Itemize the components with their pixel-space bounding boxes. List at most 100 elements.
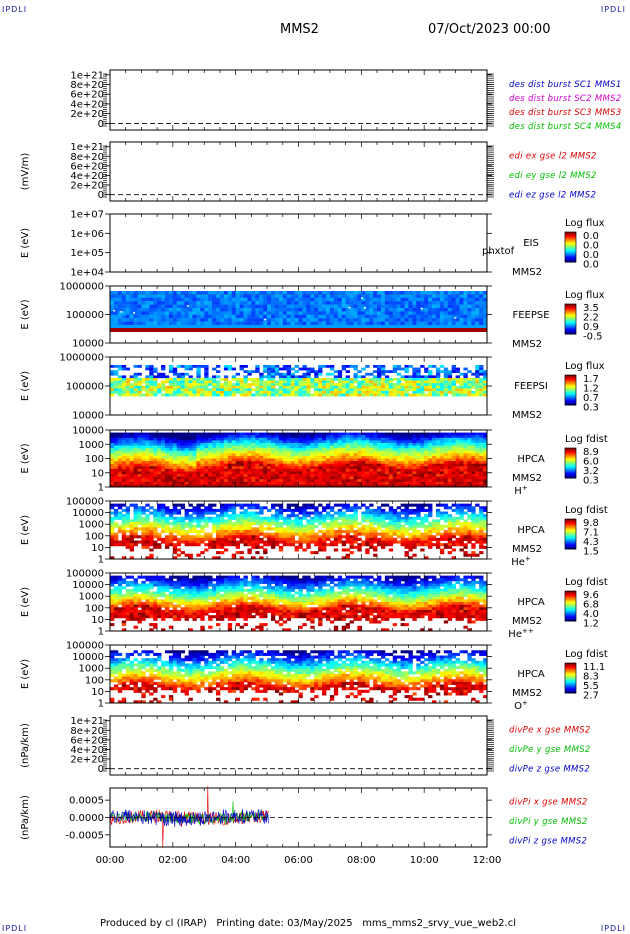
heatmap-cell bbox=[298, 314, 303, 319]
heatmap-cell bbox=[357, 314, 362, 319]
heatmap-cell bbox=[247, 471, 252, 475]
heatmap-cell bbox=[471, 391, 476, 394]
heatmap-cell bbox=[145, 519, 150, 523]
heatmap-cell bbox=[137, 328, 142, 332]
heatmap-cell bbox=[286, 304, 292, 309]
heatmap-cell bbox=[204, 435, 209, 439]
heatmap-cell bbox=[369, 391, 374, 394]
heatmap-cell bbox=[341, 391, 347, 394]
heatmap-cell bbox=[404, 461, 409, 465]
y-tick-label: 6e+20 bbox=[70, 161, 104, 172]
heatmap-cell bbox=[416, 383, 421, 386]
heatmap-cell bbox=[412, 442, 417, 446]
heatmap-cell bbox=[200, 311, 205, 315]
heatmap-cell bbox=[416, 468, 421, 472]
heatmap-cell bbox=[259, 372, 264, 376]
colorbar-frame bbox=[564, 374, 577, 406]
heatmap-cell bbox=[141, 291, 146, 295]
heatmap-cell bbox=[294, 450, 299, 454]
heatmap-cell bbox=[479, 458, 484, 462]
heatmap-cell bbox=[380, 453, 386, 457]
heatmap-cell bbox=[396, 308, 402, 312]
heatmap-cell bbox=[475, 474, 480, 478]
heatmap-cell bbox=[149, 311, 154, 315]
heatmap-cell bbox=[432, 365, 437, 368]
heatmap-cell bbox=[428, 432, 433, 436]
heatmap-cell bbox=[306, 308, 311, 312]
heatmap-cell bbox=[216, 385, 221, 389]
heatmap-cell bbox=[432, 435, 437, 439]
heatmap-cell bbox=[341, 318, 347, 322]
heatmap-cell bbox=[267, 445, 272, 449]
heatmap-cell bbox=[322, 291, 327, 295]
heatmap-cell bbox=[435, 466, 441, 470]
heatmap-cell bbox=[443, 291, 449, 295]
heatmap-cell bbox=[129, 468, 134, 472]
heatmap-cell bbox=[216, 297, 221, 302]
heatmap-cell bbox=[208, 474, 213, 478]
heatmap-cell bbox=[110, 365, 115, 368]
heatmap-cell bbox=[113, 432, 119, 436]
heatmap-cell bbox=[424, 466, 429, 470]
heatmap-cell bbox=[459, 476, 464, 480]
corner-label-bottom-left: IPDLI bbox=[2, 924, 28, 933]
heatmap-cell bbox=[137, 461, 142, 465]
heatmap-cell bbox=[302, 291, 307, 295]
heatmap-cell bbox=[483, 432, 488, 436]
heatmap-cell bbox=[172, 537, 178, 541]
heatmap-cell bbox=[377, 383, 382, 386]
heatmap-cell bbox=[310, 450, 315, 454]
heatmap-cell bbox=[333, 291, 339, 295]
heatmap-cell bbox=[416, 301, 421, 305]
heatmap-cell bbox=[388, 476, 394, 480]
heatmap-cell bbox=[306, 481, 311, 485]
heatmap-cell bbox=[424, 388, 429, 392]
heatmap-cell bbox=[333, 325, 339, 328]
heatmap-cell bbox=[349, 308, 354, 312]
heatmap-cell bbox=[235, 328, 240, 332]
heatmap-cell bbox=[267, 432, 272, 436]
heatmap-cell bbox=[180, 448, 186, 452]
heatmap-cell bbox=[341, 328, 347, 332]
heatmap-cell bbox=[267, 437, 272, 441]
heatmap-cell bbox=[141, 380, 146, 384]
heatmap-cell bbox=[377, 372, 382, 376]
heatmap-cell bbox=[432, 432, 437, 436]
heatmap-cell bbox=[208, 458, 213, 462]
heatmap-cell bbox=[188, 435, 193, 439]
heatmap-cell bbox=[479, 372, 484, 376]
heatmap-cell bbox=[149, 453, 154, 457]
heatmap-cell bbox=[467, 380, 472, 384]
heatmap-cell bbox=[467, 440, 472, 444]
heatmap-cell bbox=[373, 385, 378, 389]
heatmap-cell bbox=[219, 294, 225, 298]
heatmap-cell bbox=[164, 527, 170, 531]
heatmap-cell bbox=[243, 375, 248, 379]
heatmap-cell bbox=[227, 432, 233, 436]
heatmap-cell bbox=[353, 455, 358, 459]
heatmap-cell bbox=[204, 476, 209, 480]
heatmap-cell bbox=[294, 321, 299, 326]
heatmap-cell bbox=[349, 378, 354, 381]
heatmap-cell bbox=[113, 311, 119, 315]
heatmap-cell bbox=[325, 463, 331, 467]
heatmap-cell bbox=[365, 453, 370, 457]
heatmap-cell bbox=[259, 450, 264, 454]
colorbar-swatch bbox=[565, 389, 576, 391]
heatmap-cell bbox=[424, 479, 429, 483]
heatmap-cell bbox=[435, 308, 441, 312]
heatmap-cell bbox=[388, 471, 394, 475]
heatmap-cell bbox=[443, 380, 449, 384]
heatmap-cell bbox=[121, 383, 127, 386]
heatmap-cell bbox=[149, 328, 154, 332]
heatmap-cell bbox=[455, 484, 460, 488]
heatmap-cell bbox=[341, 453, 347, 457]
heatmap-cell bbox=[161, 328, 166, 332]
heatmap-cell bbox=[361, 440, 366, 444]
heatmap-cell bbox=[157, 291, 162, 295]
heatmap-cell bbox=[384, 468, 390, 472]
heatmap-cell bbox=[141, 378, 146, 381]
heatmap-cell bbox=[298, 367, 303, 371]
heatmap-cell bbox=[439, 474, 445, 478]
heatmap-cell bbox=[369, 484, 374, 488]
